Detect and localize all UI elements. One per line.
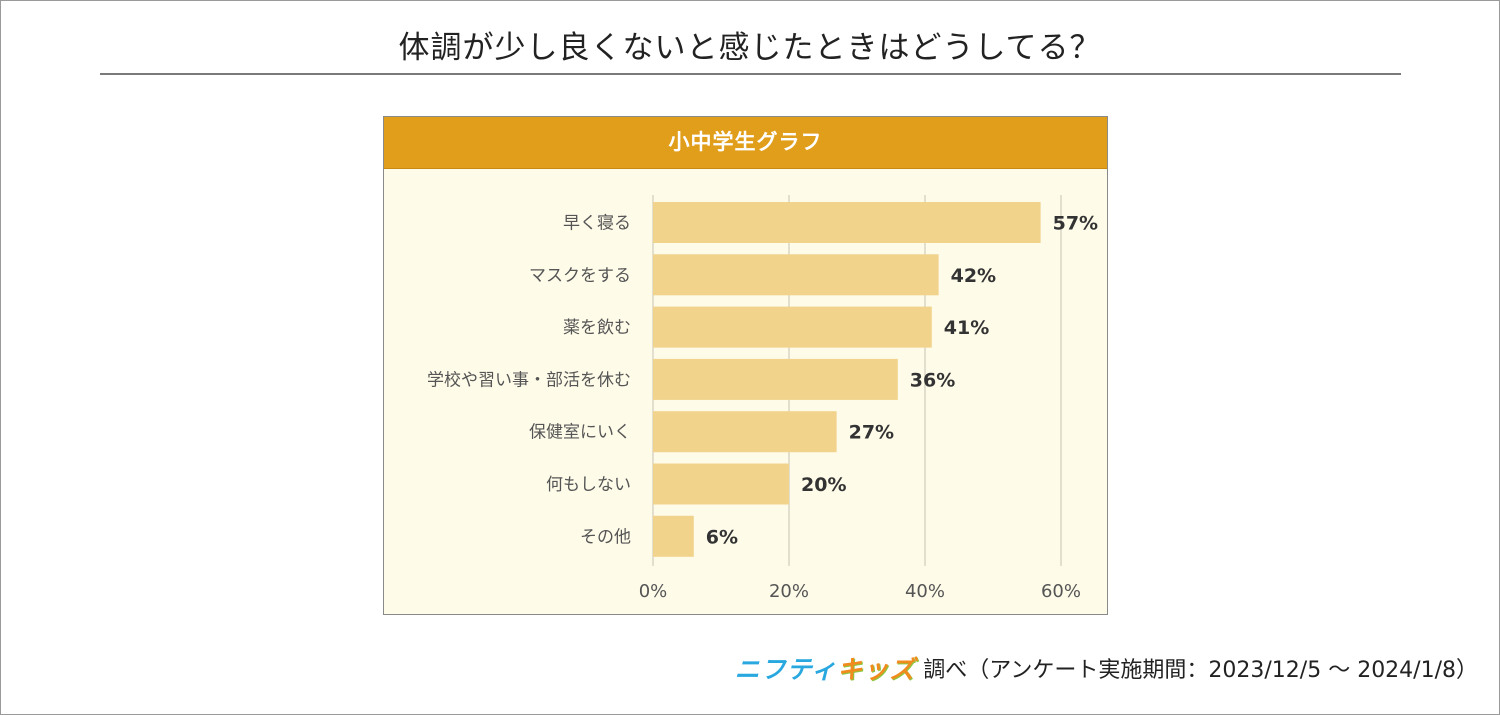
category-label-4: 保健室にいく [529, 423, 631, 443]
bar-6 [653, 515, 694, 557]
x-tick-label-40: 40% [905, 581, 945, 602]
bar-3 [653, 358, 898, 400]
logo-part-2: キッズ [837, 655, 916, 684]
value-label-4: 27% [849, 422, 894, 444]
value-label-5: 20% [801, 474, 846, 496]
bar-2 [653, 306, 932, 348]
category-label-0: 早く寝る [563, 213, 631, 234]
x-tick-label-0: 0% [639, 581, 668, 602]
category-label-6: その他 [580, 527, 631, 547]
logo-part-1: ニフティ [734, 655, 838, 684]
value-label-2: 41% [944, 317, 989, 339]
chart-panel: 小中学生グラフ 早く寝る 57% マスクをする 42% 薬を飲む 41% 学校や習い事・部活… [383, 116, 1108, 615]
value-label-0: 57% [1053, 213, 1098, 235]
chart-header: 小中学生グラフ [384, 117, 1107, 169]
nifty-kids-logo: ニフティキッズ [735, 650, 916, 686]
value-label-3: 36% [910, 369, 955, 391]
category-label-2: 薬を飲む [563, 318, 631, 338]
value-label-6: 6% [706, 526, 738, 548]
value-label-1: 42% [951, 265, 996, 287]
category-label-1: マスクをする [529, 266, 631, 286]
title-divider [100, 73, 1401, 75]
page-title: 体調が少し良くないと感じたときはどうしてる？ [398, 30, 1102, 66]
category-label-5: 何もしない [546, 475, 631, 495]
source-text: 調べ（アンケート実施期間：2023/12/5 ～ 2024/1/8） [923, 658, 1478, 683]
bar-1 [653, 254, 939, 296]
x-tick-label-60: 60% [1041, 581, 1081, 602]
bar-4 [653, 411, 837, 453]
bar-5 [653, 463, 789, 505]
bar-0 [653, 202, 1041, 243]
x-tick-label-20: 20% [769, 581, 809, 602]
category-label-3: 学校や習い事・部活を休む [427, 370, 631, 390]
bar-chart: 早く寝る 57% マスクをする 42% 薬を飲む 41% 学校や習い事・部活を休む 36% 保健… [427, 195, 1098, 602]
source-line: ニフティキッズ 調べ（アンケート実施期間：2023/12/5 ～ 2024/1/… [735, 650, 1478, 686]
